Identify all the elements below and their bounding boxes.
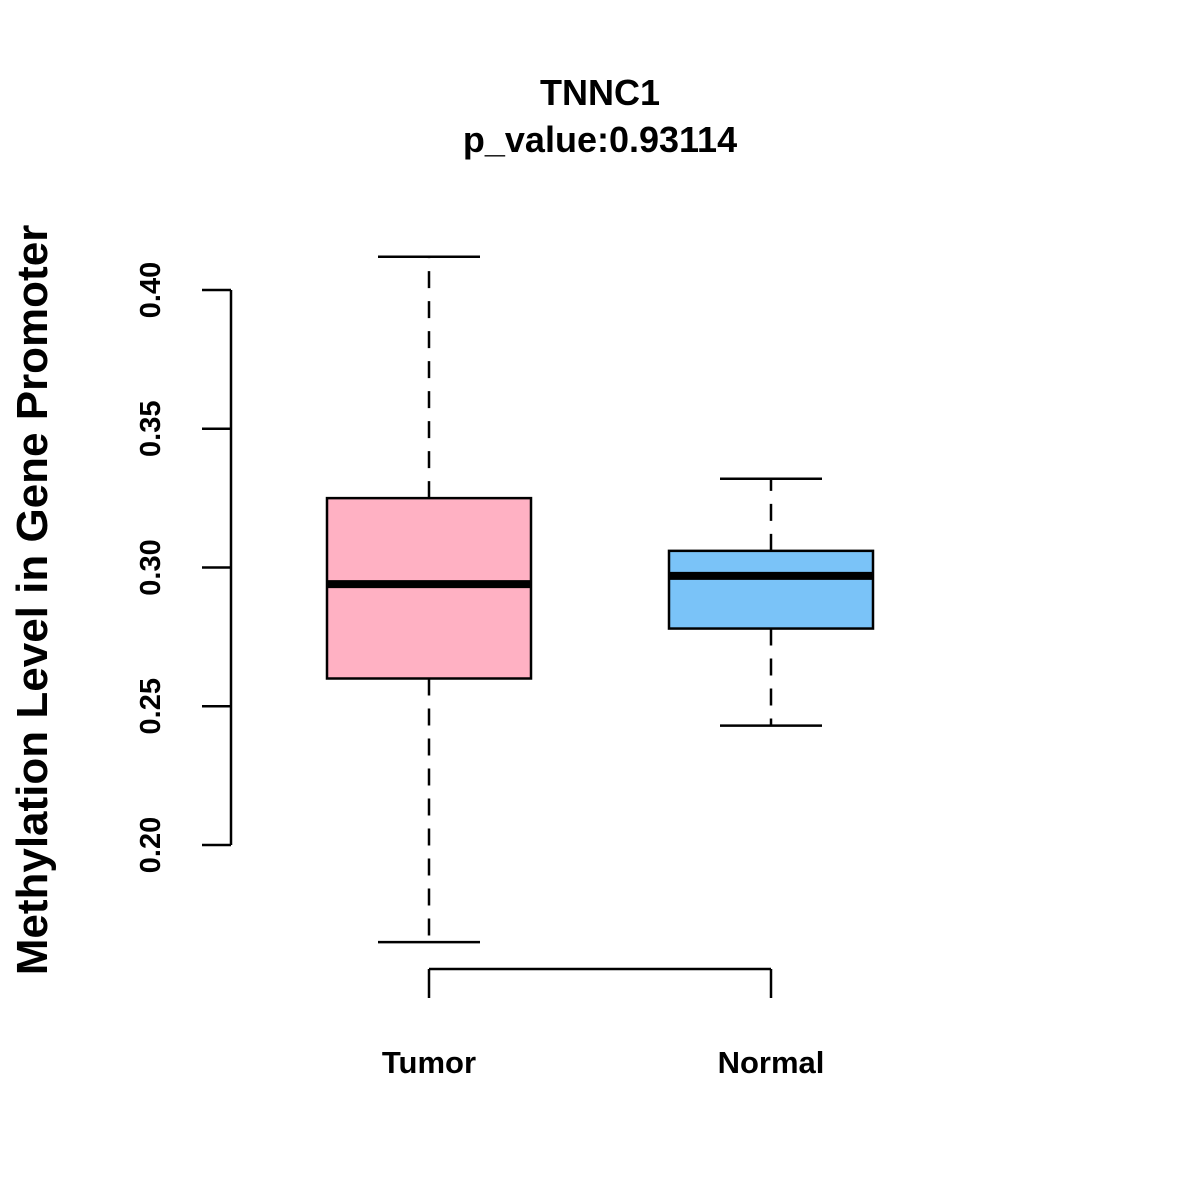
box-tumor xyxy=(325,255,533,944)
iqr-box-tumor xyxy=(325,496,533,680)
chart-subtitle: p_value:0.93114 xyxy=(463,119,737,160)
chart-title: TNNC1 xyxy=(540,72,660,113)
y-tick-label-0: 0.20 xyxy=(135,817,167,873)
x-axis: Tumor Normal xyxy=(382,967,825,1080)
y-axis-label: Methylation Level in Gene Promoter xyxy=(8,225,57,976)
y-tick-label-3: 0.35 xyxy=(135,401,167,457)
y-tick-label-4: 0.40 xyxy=(135,262,167,318)
x-tick-label-normal: Normal xyxy=(718,1045,825,1080)
box-normal xyxy=(667,477,875,727)
boxes-group xyxy=(325,255,875,944)
y-axis: 0.20 0.25 0.30 0.35 0.40 xyxy=(135,262,233,873)
iqr-box-normal xyxy=(667,549,875,630)
y-tick-label-1: 0.25 xyxy=(135,678,167,734)
y-tick-label-2: 0.30 xyxy=(135,539,167,595)
x-tick-label-tumor: Tumor xyxy=(382,1045,476,1080)
